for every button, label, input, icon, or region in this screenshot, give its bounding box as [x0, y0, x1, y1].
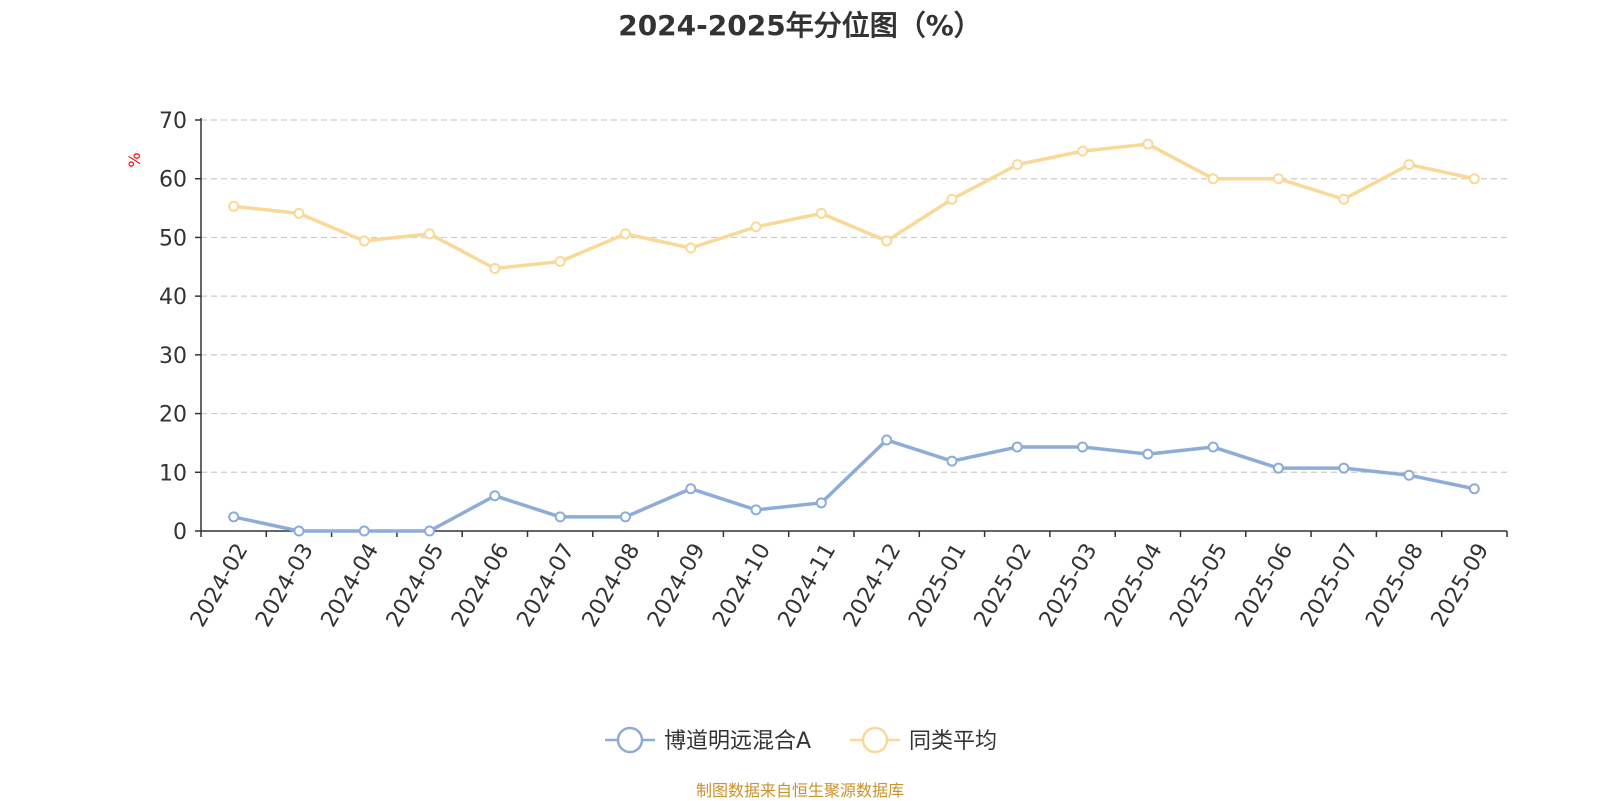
data-point: [946, 455, 958, 467]
x-tick-label: 2025-06: [1231, 539, 1299, 631]
series: [228, 138, 1480, 537]
data-point: [424, 525, 436, 537]
data-point: [489, 263, 501, 275]
data-point: [1077, 145, 1089, 157]
legend-item[interactable]: 博道明远混合A: [605, 726, 811, 754]
y-tick-label: 50: [159, 226, 187, 251]
x-tick-label: 2024-07: [512, 539, 580, 631]
x-tick-label: 2024-03: [251, 539, 319, 631]
x-tick-label: 2024-06: [447, 539, 515, 631]
data-point: [358, 525, 370, 537]
x-tick-label: 2025-02: [970, 539, 1038, 631]
data-point: [685, 483, 697, 495]
data-point: [750, 221, 762, 233]
legend-circle-icon: [861, 726, 889, 754]
series-line: [231, 142, 1477, 271]
data-point: [1338, 193, 1350, 205]
data-point: [1077, 441, 1089, 453]
data-point: [554, 256, 566, 268]
chart-title: 2024-2025年分位图（%）: [618, 9, 982, 42]
data-point: [1011, 159, 1023, 171]
legend-label: 博道明远混合A: [664, 729, 811, 754]
data-point: [358, 235, 370, 247]
x-tick-label: 2025-09: [1427, 539, 1495, 631]
data-point: [424, 228, 436, 240]
legend-circle-icon: [616, 726, 644, 754]
x-tick-label: 2025-03: [1035, 539, 1103, 631]
data-point: [881, 235, 893, 247]
data-point: [750, 504, 762, 516]
data-point: [293, 207, 305, 219]
y-tick-label: 40: [159, 285, 187, 310]
series-1: [228, 138, 1480, 275]
data-point: [685, 242, 697, 254]
x-tick-label: 2024-02: [186, 539, 254, 631]
legend[interactable]: 博道明远混合A 同类平均: [605, 726, 997, 754]
data-point: [1272, 462, 1284, 474]
data-point: [815, 207, 827, 219]
x-tick-label: 2025-07: [1296, 539, 1364, 631]
data-point: [946, 193, 958, 205]
x-tick-label: 2025-01: [904, 539, 972, 631]
data-point: [1403, 159, 1415, 171]
series-line: [231, 438, 1477, 533]
x-tick-label: 2025-04: [1100, 539, 1168, 631]
x-tick-label: 2024-05: [382, 539, 450, 631]
data-point: [1207, 173, 1219, 185]
data-point: [293, 525, 305, 537]
y-tick-label: 20: [159, 403, 187, 428]
y-axis-unit-label: %: [125, 152, 144, 167]
data-point: [554, 511, 566, 523]
y-tick-label: 70: [159, 109, 187, 134]
source-note: 制图数据来自恒生聚源数据库: [695, 781, 904, 800]
data-point: [1272, 173, 1284, 185]
x-tick-label: 2024-12: [839, 539, 907, 631]
y-tick-label: 0: [173, 520, 187, 545]
data-point: [1403, 469, 1415, 481]
y-tick-label: 60: [159, 168, 187, 193]
data-point: [619, 228, 631, 240]
grid-lines: [201, 119, 1507, 473]
data-point: [1207, 441, 1219, 453]
data-point: [1142, 138, 1154, 150]
x-tick-label: 2025-05: [1165, 539, 1233, 631]
data-point: [489, 490, 501, 502]
data-point: [228, 200, 240, 212]
y-tick-label: 10: [159, 461, 187, 486]
series-0: [228, 434, 1480, 537]
data-point: [881, 434, 893, 446]
y-tick-label: 30: [159, 344, 187, 369]
data-point: [1468, 483, 1480, 495]
x-tick-label: 2024-11: [774, 539, 842, 631]
x-tick-label: 2024-04: [317, 539, 385, 631]
data-point: [1142, 448, 1154, 460]
x-tick-label: 2024-10: [708, 539, 776, 631]
data-point: [1338, 462, 1350, 474]
legend-label: 同类平均: [909, 729, 997, 754]
x-tick-label: 2025-08: [1361, 539, 1429, 631]
data-point: [815, 497, 827, 509]
x-tick-label: 2024-08: [578, 539, 646, 631]
data-point: [228, 511, 240, 523]
data-point: [1468, 173, 1480, 185]
legend-item[interactable]: 同类平均: [850, 726, 997, 754]
data-point: [1011, 441, 1023, 453]
data-point: [619, 511, 631, 523]
x-tick-label: 2024-09: [643, 539, 711, 631]
